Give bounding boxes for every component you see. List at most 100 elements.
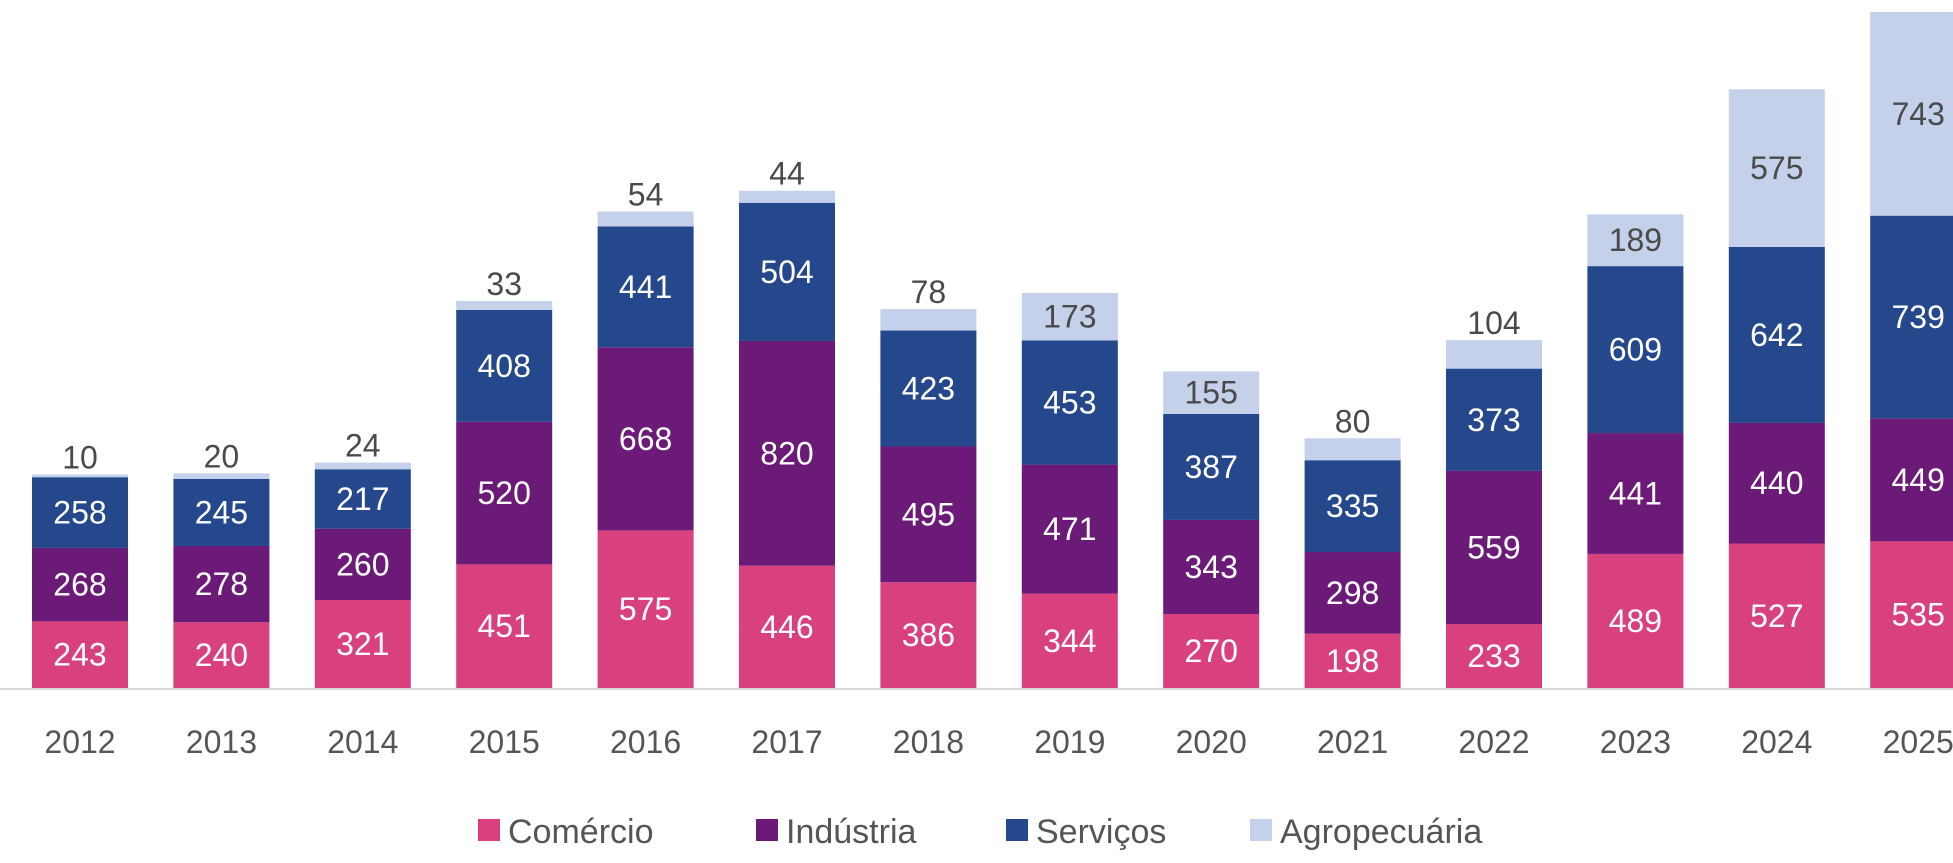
bar-comércio-2024 [1728,543,1825,688]
data-label-indústria-2012: 268 [53,567,106,603]
x-tick-label-2022: 2022 [1458,724,1529,760]
bar-serviços-2012 [32,477,128,548]
x-axis: 2012 2013 2014 2015 2016 2017 2018 2019 2020 2021… [0,688,1953,760]
legend-label: Indústria [786,813,916,851]
x-tick-label-2020: 2020 [1176,724,1247,760]
bar-serviços-2017 [739,202,835,341]
data-label-serviços-2013: 245 [195,494,248,530]
data-label-agropecuária-2012: 10 [62,439,98,475]
bar-indústria-2021 [1304,552,1401,634]
legend-item-agropecuária: Agropecuária [1250,813,1482,851]
data-label-comércio-2025: 535 [1892,597,1945,633]
bar-serviços-2022 [1446,368,1542,471]
data-label-agropecuária-2022: 104 [1467,305,1520,341]
bar-comércio-2019 [1021,593,1118,688]
bar-agropecuária-2012 [32,474,128,478]
data-label-serviços-2025: 739 [1892,299,1945,335]
bar-serviços-2021 [1304,460,1401,553]
data-label-comércio-2013: 240 [195,637,248,673]
data-label-comércio-2019: 344 [1043,623,1096,659]
bar-indústria-2020 [1163,519,1260,614]
data-label-comércio-2017: 446 [760,609,813,645]
bar-serviços-2023 [1587,266,1684,434]
data-label-agropecuária-2025: 743 [1892,96,1945,132]
bar-indústria-2019 [1021,464,1118,594]
data-label-indústria-2020: 343 [1185,549,1238,585]
legend-swatch [478,819,500,841]
bar-agropecuária-2022 [1446,340,1542,369]
data-label-indústria-2022: 559 [1467,530,1520,566]
bar-serviços-2016 [597,226,694,348]
bar-agropecuária-2018 [880,309,977,331]
bar-serviços-2014 [314,469,411,529]
data-label-comércio-2023: 489 [1609,603,1662,639]
bar-indústria-2025 [1870,418,1953,542]
bar-agropecuária-2017 [739,190,835,203]
bar-comércio-2022 [1446,624,1542,688]
legend-swatch [756,819,778,841]
legend-swatch [1006,819,1028,841]
legend-item-indústria: Indústria [756,813,916,851]
x-tick-label-2019: 2019 [1034,724,1105,760]
bar-comércio-2023 [1587,553,1684,688]
data-label-comércio-2012: 243 [53,637,106,673]
data-label-serviços-2021: 335 [1326,488,1379,524]
bar-agropecuária-2016 [597,211,694,227]
data-label-comércio-2024: 527 [1750,598,1803,634]
bar-indústria-2017 [739,340,835,566]
data-label-agropecuária-2017: 44 [769,156,805,192]
bars-group: 243 268 258 10 240 278 245 20 321 260 217 24 451 520 4… [32,12,1953,688]
legend-item-comércio: Comércio [478,813,653,851]
data-label-agropecuária-2023: 189 [1609,222,1662,258]
data-label-agropecuária-2015: 33 [486,266,522,302]
data-label-agropecuária-2024: 575 [1750,150,1803,186]
data-label-indústria-2021: 298 [1326,575,1379,611]
data-label-comércio-2022: 233 [1467,638,1520,674]
legend: Comércio Indústria Serviços Agropecuária [478,813,1482,851]
bar-comércio-2018 [880,582,977,688]
data-label-indústria-2023: 441 [1609,476,1662,512]
bar-serviços-2015 [456,309,553,422]
x-tick-label-2021: 2021 [1317,724,1388,760]
x-tick-label-2012: 2012 [44,724,115,760]
x-tick-label-2015: 2015 [469,724,540,760]
bar-indústria-2016 [597,347,694,531]
bar-comércio-2020 [1163,613,1260,688]
bar-serviços-2013 [173,478,270,547]
data-label-serviços-2014: 217 [336,481,389,517]
bar-agropecuária-2024 [1728,89,1825,247]
data-label-indústria-2024: 440 [1750,465,1803,501]
data-label-serviços-2024: 642 [1750,317,1803,353]
bar-agropecuária-2025 [1870,12,1953,216]
data-label-serviços-2019: 453 [1043,384,1096,420]
bar-indústria-2012 [32,547,128,622]
bar-agropecuária-2023 [1587,214,1684,267]
legend-swatch [1250,819,1272,841]
data-label-agropecuária-2019: 173 [1043,299,1096,335]
legend-label: Agropecuária [1280,813,1482,851]
data-label-agropecuária-2021: 80 [1335,403,1371,439]
bar-comércio-2017 [739,565,835,688]
bar-serviços-2018 [880,330,977,447]
legend-label: Comércio [508,813,653,851]
data-label-indústria-2013: 278 [195,566,248,602]
bar-indústria-2015 [456,421,553,565]
x-tick-label-2018: 2018 [893,724,964,760]
data-label-serviços-2017: 504 [760,254,813,290]
x-tick-label-2016: 2016 [610,724,681,760]
data-label-agropecuária-2014: 24 [345,428,381,464]
bar-agropecuária-2015 [456,300,553,310]
bar-agropecuária-2019 [1021,292,1118,341]
data-label-serviços-2018: 423 [902,371,955,407]
data-label-agropecuária-2013: 20 [204,438,240,474]
data-label-serviços-2022: 373 [1467,402,1520,438]
bar-indústria-2018 [880,446,977,583]
bar-serviços-2025 [1870,215,1953,419]
legend-item-serviços: Serviços [1006,813,1166,851]
data-label-indústria-2015: 520 [478,475,531,511]
bar-agropecuária-2021 [1304,438,1401,461]
data-label-indústria-2019: 471 [1043,511,1096,547]
bar-agropecuária-2014 [314,462,411,470]
data-label-indústria-2025: 449 [1892,462,1945,498]
